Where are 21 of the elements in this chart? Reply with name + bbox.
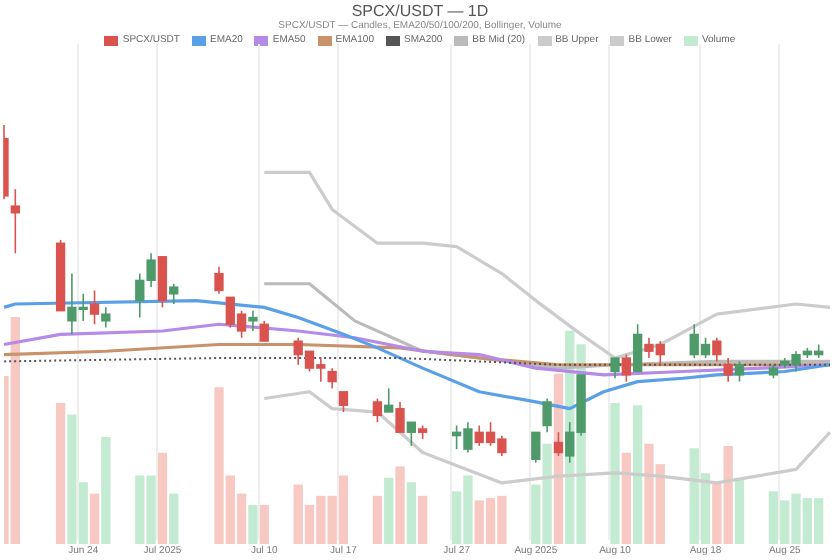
bar [157,452,168,544]
candlestick [89,289,100,326]
bar [101,437,111,544]
candlestick [248,309,258,332]
bar [610,403,620,544]
bar [632,405,643,544]
bar [734,477,745,544]
bar [553,373,564,544]
bar [406,482,416,544]
bar [248,504,258,544]
bar [259,504,269,544]
bar [395,466,405,544]
bar [621,452,631,544]
candlestick [734,360,745,383]
bar [372,495,383,544]
chart-title: SPCX/USDT — 1D [349,2,491,20]
bar [55,403,66,544]
bar [384,477,394,544]
bar [89,493,100,544]
bar [169,493,179,544]
bar [418,495,428,544]
